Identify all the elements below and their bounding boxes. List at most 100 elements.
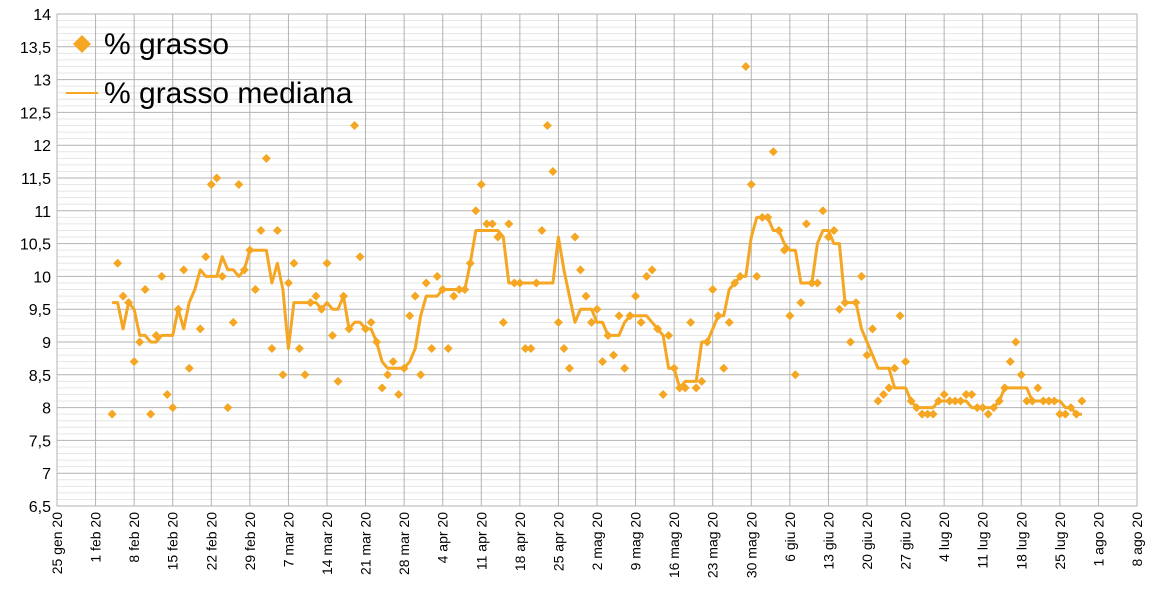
data-point (542, 121, 552, 131)
data-point (967, 389, 977, 399)
data-point (923, 409, 933, 419)
data-point (416, 370, 426, 380)
y-tick-label: 13 (33, 73, 51, 90)
data-point (934, 396, 944, 406)
data-point (664, 330, 674, 340)
data-point (212, 173, 222, 183)
data-point (168, 403, 178, 413)
data-point (305, 298, 315, 308)
x-tick-label: 28 mar 20 (396, 512, 412, 575)
data-point (383, 370, 393, 380)
legend-item-line: % grasso mediana (66, 77, 353, 110)
data-point (289, 258, 299, 268)
data-point (983, 409, 993, 419)
data-point (316, 304, 326, 314)
data-point (917, 409, 927, 419)
data-point (454, 285, 464, 295)
data-point (779, 245, 789, 255)
data-point (735, 271, 745, 281)
data-point (939, 389, 949, 399)
data-point (829, 225, 839, 235)
x-tick-label: 25 lug 20 (1052, 512, 1068, 570)
data-point (1000, 383, 1010, 393)
x-tick-label: 1 feb 20 (88, 512, 104, 563)
data-point (768, 147, 778, 157)
data-point (653, 324, 663, 334)
data-point (746, 180, 756, 190)
data-point (895, 311, 905, 321)
x-tick-label: 23 mag 20 (705, 512, 721, 578)
data-point (945, 396, 955, 406)
data-point (361, 324, 371, 334)
data-point (697, 376, 707, 386)
data-point (1016, 370, 1026, 380)
x-tick-label: 22 feb 20 (203, 512, 219, 571)
data-point (388, 357, 398, 367)
data-point (427, 344, 437, 354)
data-point (702, 337, 712, 347)
data-point (586, 317, 596, 327)
data-point (234, 180, 244, 190)
data-point (559, 344, 569, 354)
data-point (1011, 337, 1021, 347)
data-point (377, 383, 387, 393)
data-point (1044, 396, 1054, 406)
x-tick-label: 16 mag 20 (666, 512, 682, 578)
data-point (614, 311, 624, 321)
data-point (592, 304, 602, 314)
data-point (989, 403, 999, 413)
x-tick-label: 29 feb 20 (242, 512, 258, 571)
series-points (107, 61, 1087, 419)
legend-diamond-icon (73, 35, 91, 53)
data-point (443, 344, 453, 354)
data-point (537, 225, 547, 235)
data-point (487, 219, 497, 229)
data-point (350, 121, 360, 131)
x-tick-label: 4 lug 20 (936, 512, 952, 562)
data-point (719, 363, 729, 373)
data-point (366, 317, 376, 327)
data-point (206, 180, 216, 190)
x-tick-label: 9 mag 20 (628, 512, 644, 571)
data-point (1055, 409, 1065, 419)
data-point (642, 271, 652, 281)
data-point (873, 396, 883, 406)
data-point (625, 311, 635, 321)
data-point (724, 317, 734, 327)
data-point (322, 258, 332, 268)
data-point (1022, 396, 1032, 406)
data-point (950, 396, 960, 406)
data-point (834, 304, 844, 314)
x-tick-label: 1 ago 20 (1090, 512, 1106, 567)
data-point (135, 337, 145, 347)
data-point (1033, 383, 1043, 393)
data-point (421, 278, 431, 288)
data-point (757, 212, 767, 222)
data-point (713, 311, 723, 321)
data-point (261, 153, 271, 163)
y-tick-label: 12,5 (20, 105, 51, 122)
data-point (774, 225, 784, 235)
y-tick-label: 7 (42, 466, 51, 483)
data-point (239, 265, 249, 275)
data-point (328, 330, 338, 340)
data-point (647, 265, 657, 275)
data-point (675, 383, 685, 393)
data-point (575, 265, 585, 275)
x-tick-label: 11 lug 20 (975, 512, 991, 569)
data-point (845, 337, 855, 347)
data-point (658, 389, 668, 399)
data-point (928, 409, 938, 419)
data-point (272, 225, 282, 235)
data-point (691, 383, 701, 393)
y-tick-label: 10,5 (20, 237, 51, 254)
y-tick-label: 12 (33, 138, 51, 155)
data-point (118, 291, 128, 301)
data-point (217, 271, 227, 281)
data-point (113, 258, 123, 268)
data-point (763, 212, 773, 222)
y-tick-label: 13,5 (20, 40, 51, 57)
data-point (460, 285, 470, 295)
data-point (961, 389, 971, 399)
